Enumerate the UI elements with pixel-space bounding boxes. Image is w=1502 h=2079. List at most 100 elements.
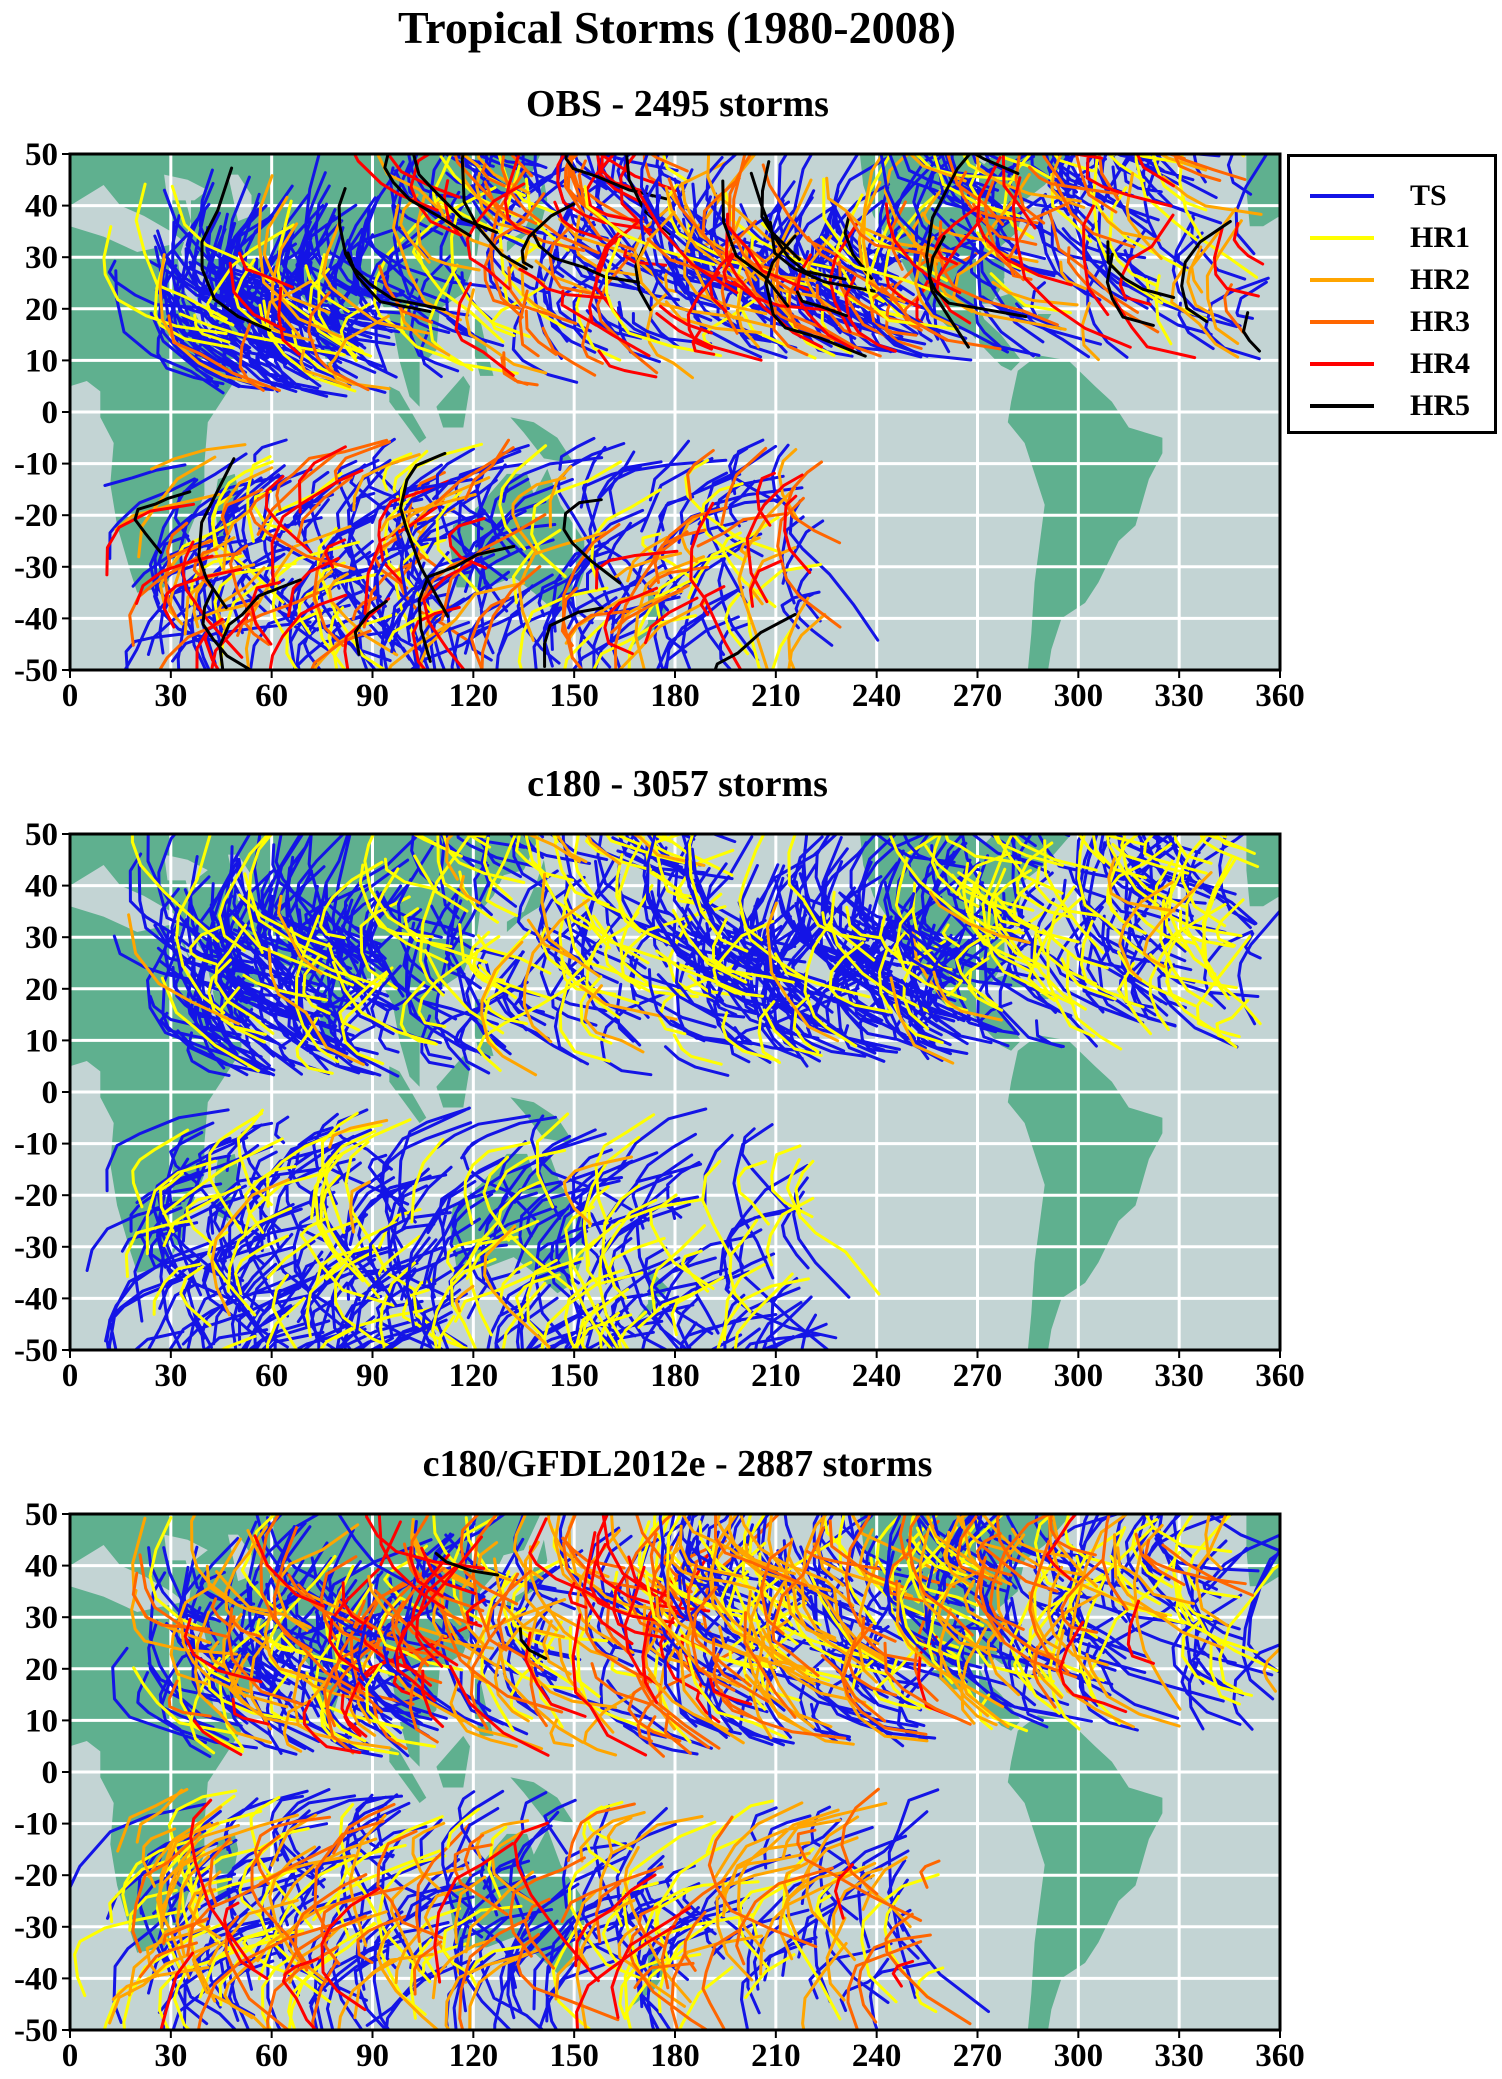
y-tick-label: -40: [14, 601, 58, 637]
y-tick-label: -30: [14, 550, 58, 586]
storm-tracks: [102, 154, 1270, 670]
map-panel-c180-gfdl2012e: 0 30 60 90 120 150 180 210 240 270 300 330 360504030…: [14, 1500, 1305, 2070]
basin-tracks-5: [405, 1787, 990, 2030]
legend-label-hr2: HR2: [1410, 263, 1470, 296]
legend-swatch-hr5: [1310, 404, 1374, 408]
x-tick-label: 120: [449, 678, 499, 710]
land-sumatra: [389, 1066, 427, 1123]
x-tick-label: 120: [449, 2038, 499, 2070]
land-greenland: [1078, 140, 1179, 154]
track-hr2: [210, 1118, 389, 1317]
x-tick-label: 150: [549, 2038, 599, 2070]
x-tick-label: 270: [953, 678, 1003, 710]
y-tick-label: 50: [25, 1500, 58, 1533]
basin-tracks-4: [103, 437, 484, 670]
track-hr3: [883, 1514, 1254, 1726]
track-hr4: [364, 1514, 721, 1757]
y-tick-label: -30: [14, 1230, 58, 1266]
y-tick-label: 0: [42, 1075, 59, 1111]
x-tick-label: 180: [650, 1358, 700, 1390]
land-borneo: [436, 375, 470, 428]
land-africa: [70, 1514, 242, 1953]
y-tick-label: -20: [14, 1858, 58, 1894]
y-tick-label: 20: [25, 972, 58, 1008]
legend-swatch-hr4: [1310, 362, 1374, 366]
y-tick-label: -10: [14, 447, 58, 483]
legend-label-hr4: HR4: [1410, 347, 1470, 380]
y-tick-label: 30: [25, 920, 58, 956]
track-hr4: [183, 1520, 478, 1756]
x-tick-label: 180: [650, 678, 700, 710]
track-hr3: [131, 1802, 471, 2030]
track-hr5: [200, 166, 272, 332]
map-panel-obs: 0 30 60 90 120 150 180 210 240 270 300 330 360504030…: [14, 140, 1305, 710]
basin-tracks-5: [354, 1106, 881, 1350]
basin-tracks-3: [874, 834, 1280, 1051]
panel-title-obs: OBS - 2495 storms: [526, 83, 829, 125]
land-japan: [506, 859, 548, 932]
y-tick-label: 40: [25, 1549, 58, 1585]
x-tick-label: 360: [1255, 1358, 1305, 1390]
land-greenland: [1078, 820, 1179, 834]
track-hr1: [124, 1108, 470, 1350]
track-hr1: [410, 1112, 881, 1350]
legend-swatch-hr1: [1310, 236, 1374, 240]
x-tick-label: 210: [751, 1358, 801, 1390]
y-tick-label: 50: [25, 820, 58, 853]
x-tick-label: 210: [751, 2038, 801, 2070]
x-tick-label: 60: [255, 2038, 288, 2070]
x-tick-label: 330: [1154, 678, 1204, 710]
basin-tracks-0: [112, 834, 439, 1078]
track-hr5: [399, 451, 797, 670]
y-tick-label: 0: [42, 1755, 59, 1791]
land-borneo: [436, 1735, 470, 1788]
track-hr2: [454, 1155, 633, 1349]
land-greenland: [1078, 1500, 1179, 1514]
legend-item-ts: TS: [1290, 175, 1494, 215]
basin-tracks-2: [646, 834, 1051, 1068]
track-hr1: [331, 834, 752, 1072]
legend-label-hr1: HR1: [1410, 221, 1470, 254]
x-tick-label: 330: [1154, 2038, 1204, 2070]
land-europe-west: [1246, 1514, 1280, 1587]
x-tick-label: 240: [852, 1358, 902, 1390]
lake-black-sea: [164, 1534, 208, 1561]
y-tick-label: 0: [42, 395, 59, 431]
legend-label-ts: TS: [1410, 179, 1447, 212]
x-tick-label: 90: [356, 2038, 389, 2070]
track-hr4: [228, 251, 301, 356]
x-tick-label: 300: [1054, 2038, 1104, 2070]
track-ts: [646, 834, 1025, 1068]
main-title: Tropical Storms (1980-2008): [398, 2, 956, 53]
x-tick-label: 210: [751, 678, 801, 710]
x-tick-label: 0: [62, 2038, 79, 2070]
x-tick-label: 240: [852, 678, 902, 710]
track-hr5: [434, 1552, 548, 1660]
y-tick-label: 30: [25, 1600, 58, 1636]
land-sumatra: [389, 1746, 427, 1803]
x-tick-label: 120: [449, 1358, 499, 1390]
x-tick-label: 270: [953, 1358, 1003, 1390]
basin-tracks-3: [820, 154, 1270, 362]
legend-swatch-hr2: [1310, 278, 1374, 282]
land-newguinea: [510, 417, 575, 464]
x-tick-label: 90: [356, 1358, 389, 1390]
track-hr2: [825, 154, 1263, 362]
x-tick-label: 90: [356, 678, 389, 710]
track-hr4: [411, 471, 812, 670]
y-tick-label: -50: [14, 2013, 58, 2049]
track-ts: [354, 1106, 851, 1350]
basin-tracks-4: [85, 1108, 470, 1350]
lake-med: [70, 865, 185, 932]
y-tick-label: 40: [25, 189, 58, 225]
legend-label-hr3: HR3: [1410, 305, 1470, 338]
basin-tracks-0: [102, 154, 451, 398]
x-tick-label: 60: [255, 678, 288, 710]
x-tick-label: 300: [1054, 1358, 1104, 1390]
x-tick-label: 30: [154, 2038, 187, 2070]
track-hr4: [1045, 1514, 1155, 1714]
land-japan: [506, 179, 548, 252]
x-tick-label: 30: [154, 678, 187, 710]
x-tick-label: 30: [154, 1358, 187, 1390]
legend-swatch-hr3: [1310, 320, 1374, 324]
